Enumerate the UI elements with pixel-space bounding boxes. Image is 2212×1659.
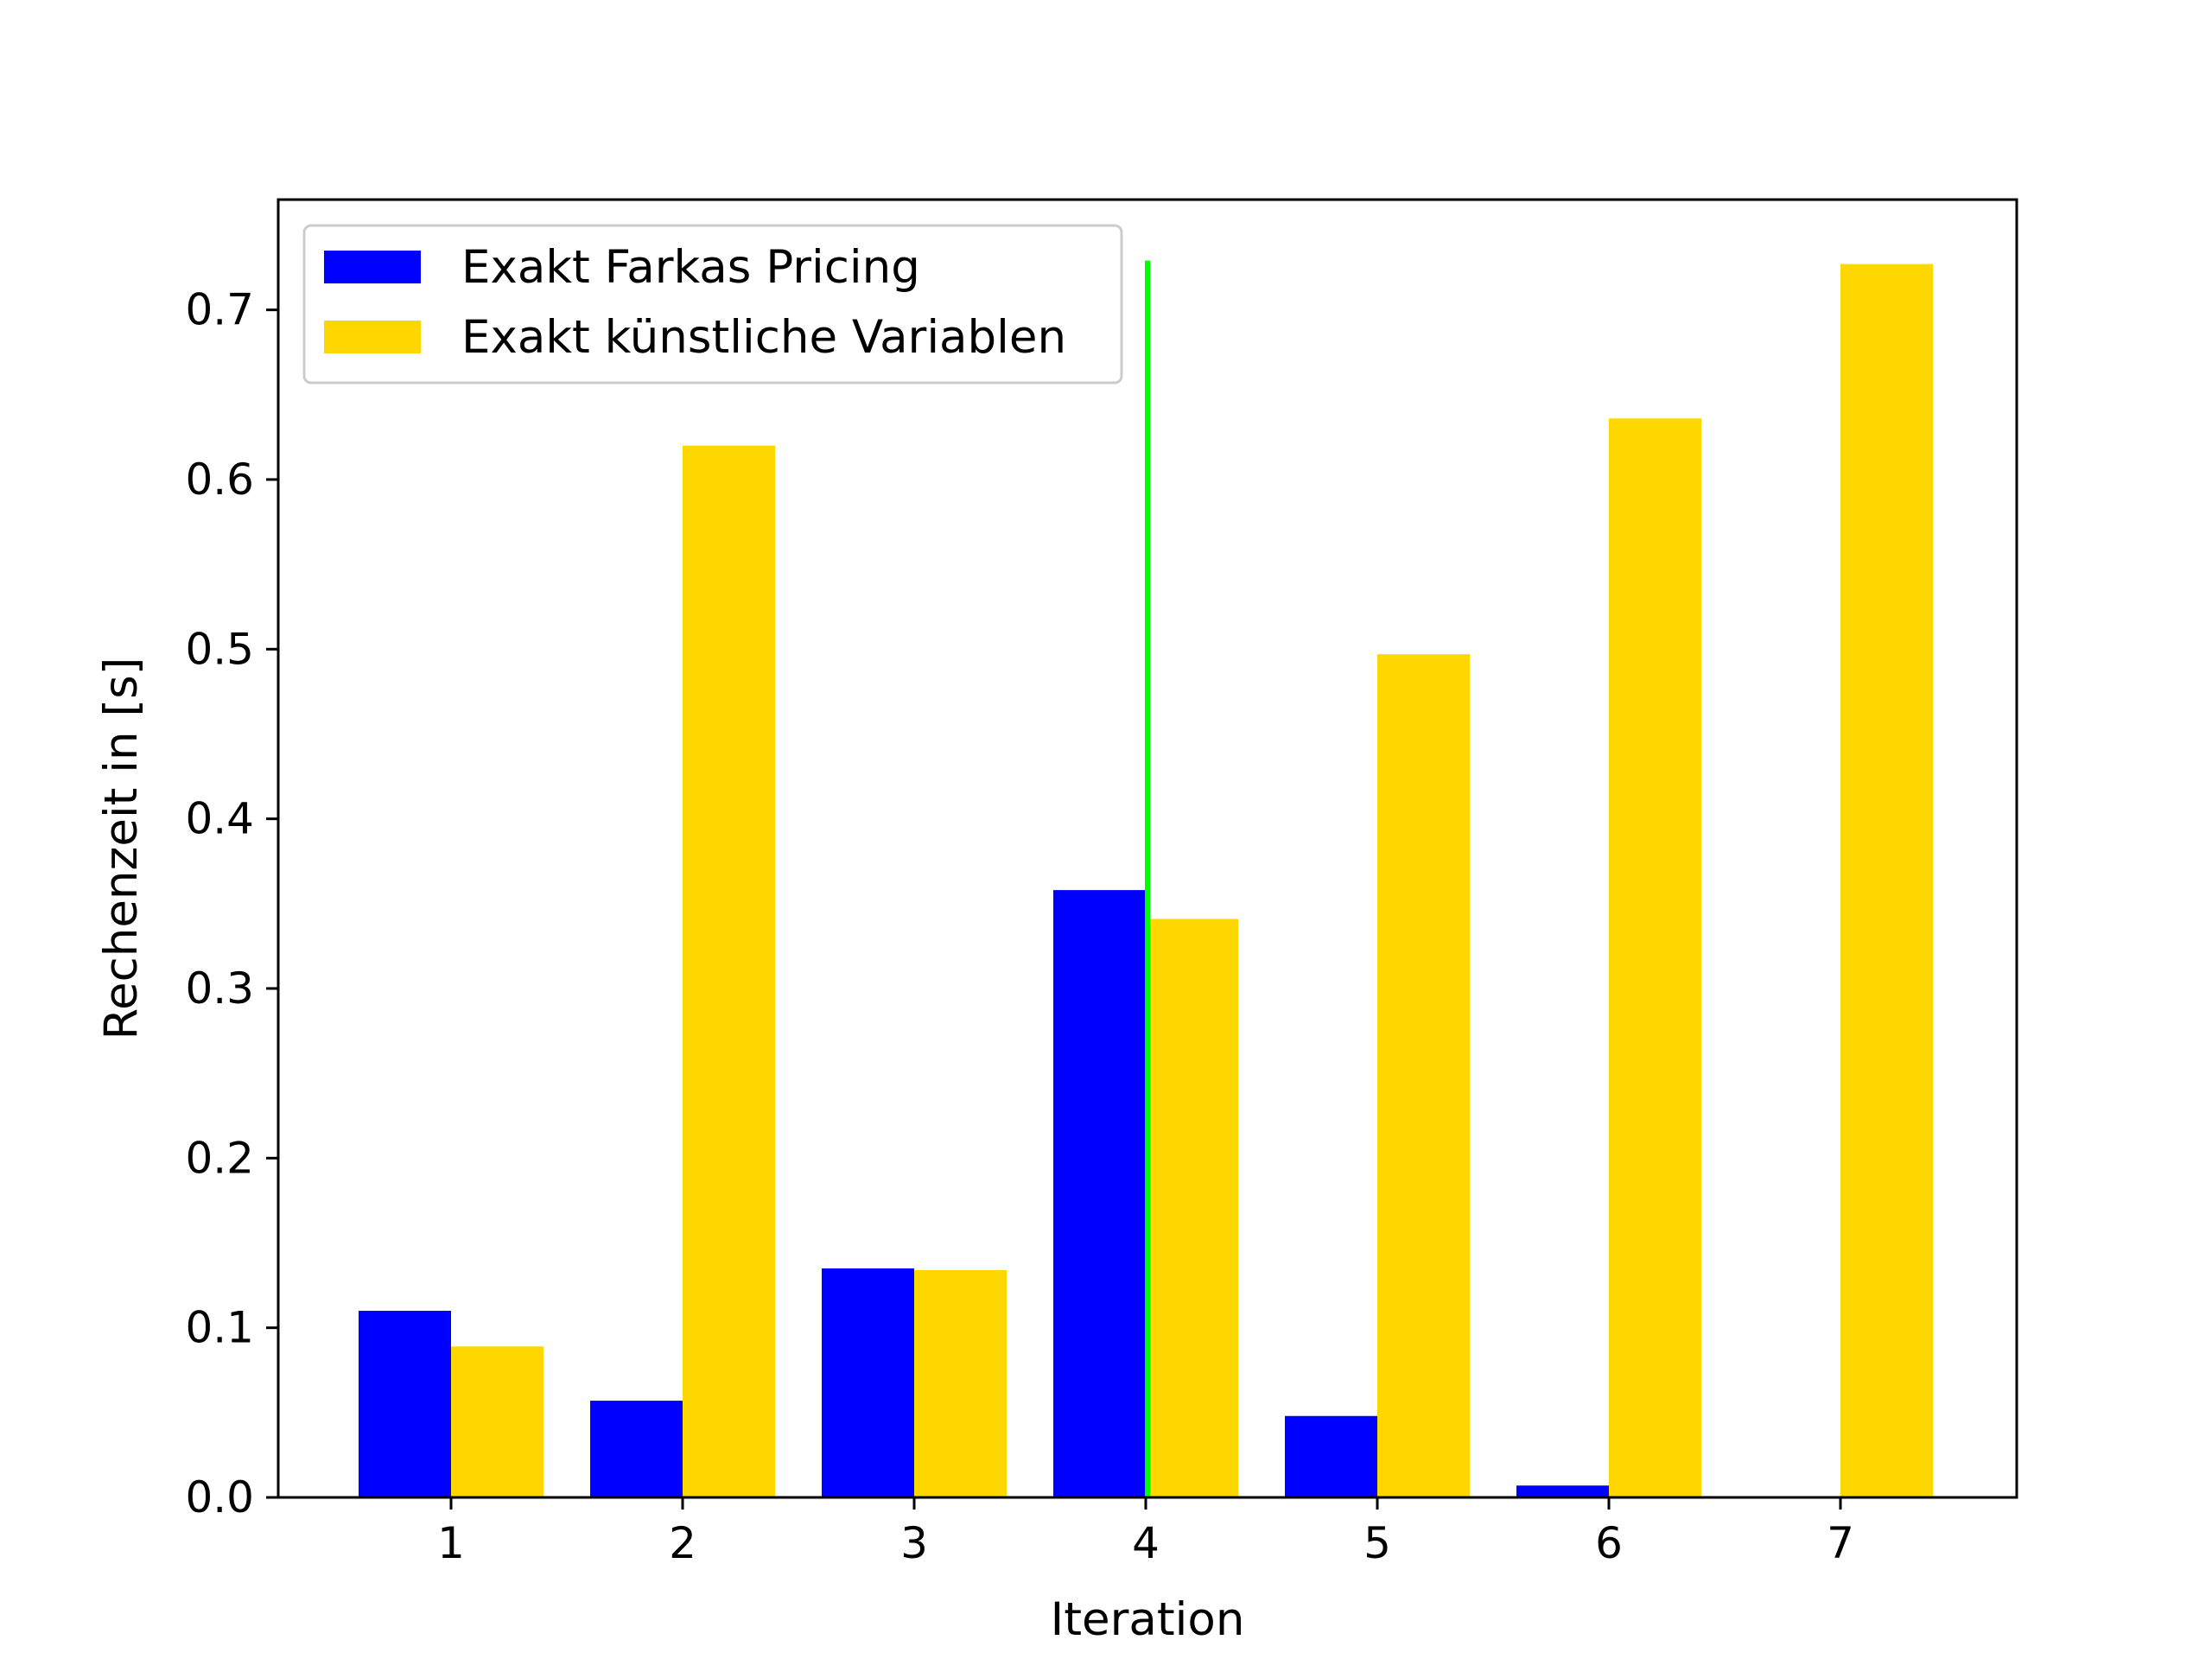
- bar-series2-iter-1: [451, 1346, 543, 1497]
- plot-frame: [276, 198, 2018, 1499]
- x-tick-label: 7: [1827, 1518, 1854, 1568]
- bar-series1-iter-1: [359, 1311, 451, 1497]
- x-tick-label: 6: [1595, 1518, 1623, 1568]
- y-tick-label: 0.4: [185, 794, 254, 844]
- legend-swatch-kuenstliche: [324, 321, 421, 353]
- y-axis-ticks: 0.0 0.1 0.2 0.3 0.4 0.5 0.6 0.7: [185, 285, 278, 1522]
- bar-series1-iter-6: [1516, 1485, 1609, 1497]
- bar-series2-iter-2: [683, 445, 775, 1497]
- bar-series1-iter-5: [1285, 1415, 1377, 1497]
- y-tick-label: 0.1: [185, 1303, 254, 1353]
- legend: Exakt Farkas Pricing Exakt künstliche Va…: [302, 224, 1123, 385]
- y-tick-label: 0.5: [185, 624, 254, 674]
- bar-series2-iter-6: [1609, 418, 1701, 1497]
- legend-label-kuenstliche: Exakt künstliche Variablen: [461, 311, 1066, 364]
- bar-series1-iter-4: [1053, 890, 1146, 1497]
- legend-swatch-farkas: [324, 251, 421, 283]
- bar-series2-iter-4: [1146, 918, 1238, 1497]
- bar-series1-iter-2: [590, 1401, 683, 1497]
- y-tick-label: 0.0: [185, 1472, 254, 1522]
- x-tick-label: 1: [437, 1518, 465, 1568]
- bars-layer: [359, 264, 1933, 1498]
- y-tick-label: 0.3: [185, 963, 254, 1014]
- x-tick-label: 3: [900, 1518, 928, 1568]
- x-axis-label: Iteration: [1051, 1593, 1245, 1646]
- y-tick-label: 0.2: [185, 1133, 254, 1183]
- x-tick-label: 2: [669, 1518, 696, 1568]
- legend-label-farkas: Exakt Farkas Pricing: [461, 241, 920, 294]
- y-tick-label: 0.7: [185, 285, 254, 335]
- bar-series2-iter-5: [1377, 654, 1470, 1497]
- bar-series1-iter-3: [822, 1268, 914, 1497]
- bar-series2-iter-3: [914, 1269, 1007, 1497]
- x-axis-ticks: 1 2 3 4 5 6 7: [437, 1497, 1854, 1568]
- legend-box: [302, 224, 1123, 385]
- y-axis-label: Rechenzeit in [s]: [95, 658, 148, 1040]
- bar-series2-iter-7: [1840, 264, 1933, 1498]
- y-tick-label: 0.6: [185, 454, 254, 505]
- x-tick-label: 4: [1132, 1518, 1160, 1568]
- x-tick-label: 5: [1363, 1518, 1391, 1568]
